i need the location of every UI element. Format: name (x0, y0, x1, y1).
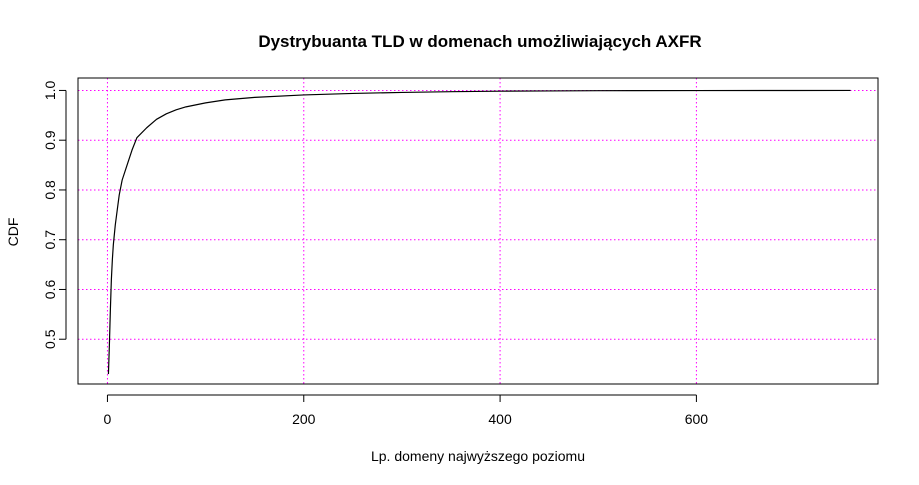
y-tick-label: 0.9 (42, 130, 58, 150)
y-tick-label: 0.5 (42, 329, 58, 349)
plot-series (107, 89, 851, 375)
grid (78, 78, 878, 384)
x-axis-label: Lp. domeny najwyższego poziomu (371, 448, 585, 464)
x-tick-label: 0 (104, 411, 112, 427)
y-tick-label: 0.8 (42, 180, 58, 200)
x-tick-label: 400 (488, 411, 512, 427)
y-tick-label: 0.7 (42, 230, 58, 250)
y-axis: 0.5 0.6 0.7 0.8 0.9 1.0 (42, 80, 67, 349)
y-tick-label: 1.0 (42, 80, 58, 100)
chart-title: Dystrybuanta TLD w domenach umożliwiając… (258, 32, 701, 51)
cdf-line (107, 89, 851, 375)
y-tick-label: 0.6 (42, 280, 58, 300)
x-tick-label: 200 (292, 411, 316, 427)
x-axis: 0 200 400 600 (104, 394, 709, 427)
x-tick-label: 600 (685, 411, 709, 427)
plot-frame (77, 77, 879, 385)
y-axis-label: CDF (5, 218, 21, 247)
